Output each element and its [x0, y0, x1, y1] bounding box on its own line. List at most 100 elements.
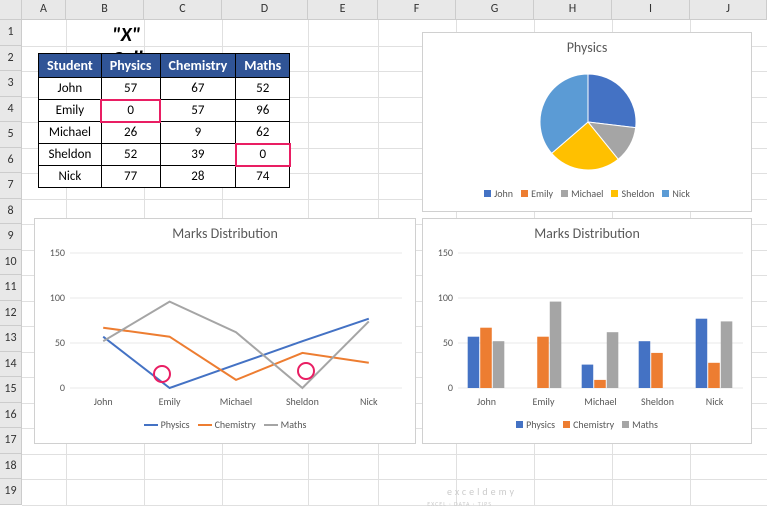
- row-header[interactable]: 10: [0, 250, 22, 276]
- table-cell[interactable]: 62: [236, 122, 290, 144]
- col-header[interactable]: E: [308, 0, 378, 19]
- legend-item: Nick: [662, 187, 690, 200]
- svg-text:Michael: Michael: [220, 395, 252, 408]
- table-cell[interactable]: Michael: [39, 122, 102, 144]
- col-header[interactable]: H: [534, 0, 612, 19]
- table-cell[interactable]: Nick: [39, 166, 102, 188]
- col-header[interactable]: I: [612, 0, 690, 19]
- table-header-cell[interactable]: Maths: [236, 54, 290, 78]
- col-header[interactable]: B: [66, 0, 144, 19]
- legend-item: Physics: [144, 418, 190, 431]
- pie-legend: John Emily Michael Sheldon Nick: [423, 187, 751, 200]
- svg-text:Emily: Emily: [533, 395, 555, 408]
- svg-text:Sheldon: Sheldon: [286, 395, 319, 408]
- watermark-sub: EXCEL · DATA · TIPS: [427, 500, 492, 508]
- table-cell[interactable]: 57: [101, 78, 160, 100]
- legend-item: Maths: [622, 418, 658, 431]
- bar-svg: 050100150JohnEmilyMichaelSheldonNick: [423, 248, 753, 413]
- col-header[interactable]: G: [456, 0, 534, 19]
- table-body: John576752Emily05796Michael26962Sheldon5…: [39, 78, 290, 188]
- col-header[interactable]: A: [22, 0, 66, 19]
- svg-text:John: John: [94, 395, 113, 408]
- svg-text:100: 100: [438, 291, 453, 304]
- table-cell[interactable]: 0: [236, 144, 290, 166]
- table-header-cell[interactable]: Chemistry: [160, 54, 236, 78]
- pie-svg: [423, 62, 753, 182]
- table-cell[interactable]: 39: [160, 144, 236, 166]
- row-header[interactable]: 17: [0, 428, 22, 454]
- table-cell[interactable]: 28: [160, 166, 236, 188]
- svg-text:50: 50: [443, 336, 453, 349]
- row-header[interactable]: 19: [0, 479, 22, 505]
- row-header[interactable]: 15: [0, 377, 22, 403]
- table-cell[interactable]: 57: [160, 100, 236, 122]
- table-cell[interactable]: Sheldon: [39, 144, 102, 166]
- row-header[interactable]: 1: [0, 20, 22, 46]
- column-headers: ABCDEFGHIJ: [0, 0, 767, 20]
- svg-text:50: 50: [55, 336, 65, 349]
- row-header[interactable]: 16: [0, 403, 22, 429]
- svg-text:0: 0: [60, 381, 65, 394]
- table-cell[interactable]: 9: [160, 122, 236, 144]
- watermark: exceldemy: [447, 485, 517, 498]
- row-header[interactable]: 9: [0, 224, 22, 250]
- table-row: Sheldon52390: [39, 144, 290, 166]
- table-row: Emily05796: [39, 100, 290, 122]
- svg-text:John: John: [477, 395, 496, 408]
- row-header[interactable]: 18: [0, 454, 22, 480]
- row-header[interactable]: 6: [0, 148, 22, 174]
- table-cell[interactable]: 26: [101, 122, 160, 144]
- row-header[interactable]: 8: [0, 199, 22, 225]
- row-header[interactable]: 11: [0, 275, 22, 301]
- table-cell[interactable]: 52: [236, 78, 290, 100]
- line-svg: 0 50 100 150 John Emily Michael Sheldon Nick: [35, 248, 417, 413]
- row-header[interactable]: 5: [0, 122, 22, 148]
- row-header[interactable]: 3: [0, 71, 22, 97]
- row-header[interactable]: 14: [0, 352, 22, 378]
- svg-text:100: 100: [50, 291, 65, 304]
- svg-text:0: 0: [448, 381, 453, 394]
- legend-item: Sheldon: [611, 187, 654, 200]
- pie-chart[interactable]: Physics JohnEmilyMichaelSheldonNick: [422, 32, 752, 212]
- legend-item: Chemistry: [563, 418, 614, 431]
- legend-item: Emily: [521, 187, 553, 200]
- table-cell[interactable]: 52: [101, 144, 160, 166]
- table-cell[interactable]: 96: [236, 100, 290, 122]
- row-header[interactable]: 12: [0, 301, 22, 327]
- table-header-cell[interactable]: Physics: [101, 54, 160, 78]
- bar-chart[interactable]: Marks Distribution 050100150JohnEmilyMic…: [422, 218, 752, 444]
- table-row: Nick772874: [39, 166, 290, 188]
- table-cell[interactable]: John: [39, 78, 102, 100]
- table-cell[interactable]: 77: [101, 166, 160, 188]
- svg-text:Sheldon: Sheldon: [641, 395, 674, 408]
- col-header[interactable]: D: [222, 0, 308, 19]
- col-header[interactable]: J: [690, 0, 767, 19]
- line-chart[interactable]: Marks Distribution 050100150JohnEmilyMic…: [34, 218, 416, 444]
- svg-text:Nick: Nick: [360, 395, 378, 408]
- col-header[interactable]: F: [378, 0, 456, 19]
- legend-item: Physics: [516, 418, 555, 431]
- row-header[interactable]: 2: [0, 46, 22, 72]
- highlight-circle-emily: [153, 365, 171, 383]
- svg-text:150: 150: [50, 248, 65, 259]
- svg-text:Emily: Emily: [159, 395, 181, 408]
- line-legend: PhysicsChemistryMaths: [35, 418, 415, 431]
- marks-table[interactable]: StudentPhysicsChemistryMaths John576752E…: [38, 53, 290, 188]
- table-cell[interactable]: 0: [101, 100, 160, 122]
- row-header[interactable]: 7: [0, 173, 22, 199]
- highlight-circle-sheldon: [297, 362, 315, 380]
- legend-item: Michael: [561, 187, 603, 200]
- spreadsheet-grid: ABCDEFGHIJ 12345678910111213141516171819…: [0, 0, 767, 506]
- table-cell[interactable]: 67: [160, 78, 236, 100]
- table-header-cell[interactable]: Student: [39, 54, 102, 78]
- legend-item: John: [484, 187, 513, 200]
- row-header[interactable]: 4: [0, 97, 22, 123]
- bar-legend: Physics Chemistry Maths: [423, 418, 751, 431]
- table-cell[interactable]: 74: [236, 166, 290, 188]
- row-header[interactable]: 13: [0, 326, 22, 352]
- table-header-row: StudentPhysicsChemistryMaths: [39, 54, 290, 78]
- legend-item: Chemistry: [198, 418, 256, 431]
- col-header[interactable]: [0, 0, 22, 19]
- table-cell[interactable]: Emily: [39, 100, 102, 122]
- col-header[interactable]: C: [144, 0, 222, 19]
